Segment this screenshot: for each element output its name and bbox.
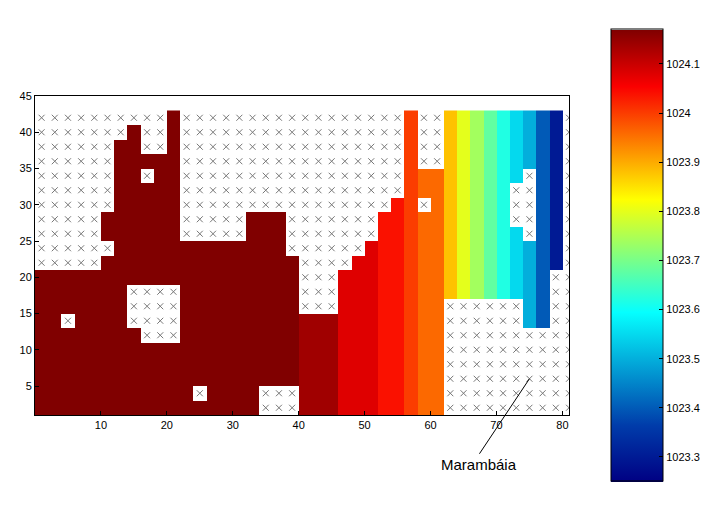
svg-text:50: 50 — [359, 419, 371, 431]
svg-text:1023.5: 1023.5 — [666, 353, 700, 365]
svg-text:15: 15 — [20, 307, 32, 319]
svg-text:45: 45 — [20, 90, 32, 102]
svg-text:40: 40 — [20, 126, 32, 138]
svg-text:5: 5 — [26, 380, 32, 392]
svg-text:1023.6: 1023.6 — [666, 303, 700, 315]
svg-text:80: 80 — [556, 419, 568, 431]
svg-text:35: 35 — [20, 162, 32, 174]
svg-text:30: 30 — [20, 199, 32, 211]
svg-text:1023.8: 1023.8 — [666, 205, 700, 217]
svg-text:70: 70 — [490, 419, 502, 431]
svg-text:60: 60 — [424, 419, 436, 431]
svg-text:1023.9: 1023.9 — [666, 156, 700, 168]
svg-text:10: 10 — [95, 419, 107, 431]
svg-text:1023.3: 1023.3 — [666, 451, 700, 463]
svg-text:10: 10 — [20, 344, 32, 356]
svg-text:20: 20 — [20, 271, 32, 283]
svg-text:40: 40 — [293, 419, 305, 431]
svg-text:Marambáia: Marambáia — [441, 456, 517, 473]
svg-text:1024.1: 1024.1 — [666, 58, 700, 70]
svg-text:1023.4: 1023.4 — [666, 402, 700, 414]
svg-text:25: 25 — [20, 235, 32, 247]
svg-text:1024: 1024 — [666, 107, 690, 119]
svg-text:30: 30 — [227, 419, 239, 431]
svg-text:1023.7: 1023.7 — [666, 254, 700, 266]
svg-text:20: 20 — [161, 419, 173, 431]
